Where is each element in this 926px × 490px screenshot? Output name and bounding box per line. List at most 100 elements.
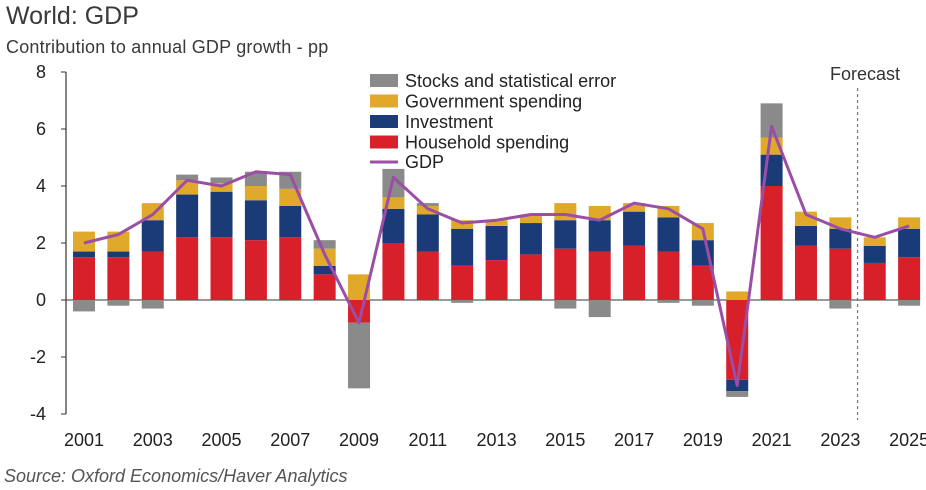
- bar-investment: [279, 205, 302, 238]
- x-tick-label: 2015: [545, 430, 585, 450]
- bar-household-spending: [898, 257, 921, 300]
- x-tick-label: 2023: [820, 430, 860, 450]
- x-tick-label: 2005: [201, 430, 241, 450]
- bar-investment: [107, 251, 130, 258]
- bar-household-spending: [863, 262, 886, 300]
- x-tick-label: 2009: [339, 430, 379, 450]
- bar-household-spending: [416, 251, 439, 300]
- bar-household-spending: [210, 237, 233, 300]
- bar-stocks-and-statistical-error: [107, 300, 130, 306]
- bar-investment: [794, 225, 817, 246]
- bar-government-spending: [863, 237, 886, 246]
- bar-stocks-and-statistical-error: [416, 203, 439, 206]
- legend-label: GDP: [405, 152, 444, 172]
- y-tick-label: -2: [30, 347, 46, 367]
- bar-household-spending: [107, 257, 130, 300]
- bar-stocks-and-statistical-error: [588, 300, 611, 318]
- bar-investment: [451, 228, 474, 266]
- legend-swatch: [370, 135, 398, 149]
- bar-investment: [588, 220, 611, 252]
- x-tick-label: 2017: [614, 430, 654, 450]
- bar-government-spending: [829, 217, 852, 229]
- bar-household-spending: [279, 237, 302, 300]
- bar-government-spending: [898, 217, 921, 229]
- chart-title: World: GDP: [6, 2, 139, 30]
- bar-government-spending: [485, 220, 508, 226]
- bar-investment: [176, 194, 199, 238]
- bar-government-spending: [554, 203, 577, 221]
- bar-stocks-and-statistical-error: [829, 300, 852, 309]
- bar-stocks-and-statistical-error: [554, 300, 577, 309]
- bar-stocks-and-statistical-error: [313, 240, 336, 249]
- bar-government-spending: [623, 203, 646, 212]
- forecast-label: Forecast: [830, 64, 900, 84]
- legend-label: Investment: [405, 112, 493, 132]
- bar-household-spending: [726, 300, 749, 380]
- bar-investment: [244, 200, 267, 241]
- x-tick-label: 2021: [752, 430, 792, 450]
- bar-government-spending: [244, 186, 267, 201]
- bar-stocks-and-statistical-error: [141, 300, 164, 309]
- gdp-line: [83, 124, 910, 387]
- bar-stocks-and-statistical-error: [176, 174, 199, 181]
- bar-household-spending: [829, 248, 852, 300]
- y-tick-label: 8: [36, 62, 46, 82]
- bar-investment: [519, 223, 542, 255]
- bar-investment: [73, 251, 95, 258]
- bar-investment: [863, 245, 886, 263]
- bar-investment: [210, 191, 233, 238]
- gdp-line-group: [83, 124, 910, 387]
- bar-stocks-and-statistical-error: [760, 103, 783, 138]
- bar-household-spending: [451, 265, 474, 300]
- chart-subtitle: Contribution to annual GDP growth - pp: [6, 37, 329, 57]
- bar-household-spending: [760, 186, 783, 300]
- bar-household-spending: [176, 237, 199, 300]
- bar-household-spending: [657, 251, 680, 300]
- legend-label: Stocks and statistical error: [405, 71, 616, 91]
- legend-swatch: [370, 94, 398, 108]
- bar-household-spending: [73, 257, 95, 300]
- legend-swatch: [370, 115, 398, 128]
- bar-investment: [416, 214, 439, 252]
- bar-investment: [623, 211, 646, 246]
- bar-stocks-and-statistical-error: [451, 300, 474, 303]
- bar-household-spending: [519, 254, 542, 300]
- bar-government-spending: [726, 291, 749, 300]
- gdp-chart: -4 -2 0 2 4 6 8 2001 2003 2005 2007 2009 2011 2013 201…: [30, 62, 926, 450]
- x-tick-label: 2001: [64, 430, 104, 450]
- bar-household-spending: [623, 245, 646, 300]
- bar-investment: [485, 225, 508, 261]
- bar-government-spending: [382, 197, 405, 209]
- bar-investment: [554, 220, 577, 249]
- x-tick-label: 2007: [270, 430, 310, 450]
- bar-stocks-and-statistical-error: [898, 300, 921, 306]
- bar-household-spending: [382, 243, 405, 300]
- bar-stocks-and-statistical-error: [691, 300, 714, 306]
- bar-household-spending: [313, 274, 336, 300]
- bar-stocks-and-statistical-error: [73, 300, 95, 312]
- x-tick-label: 2025: [889, 430, 926, 450]
- legend-label: Government spending: [405, 92, 582, 112]
- y-tick-label: 2: [36, 233, 46, 253]
- x-tick-label: 2003: [133, 430, 173, 450]
- source-note: Source: Oxford Economics/Haver Analytics: [4, 466, 348, 486]
- forecast-marker: Forecast: [830, 64, 900, 420]
- bar-government-spending: [519, 214, 542, 224]
- y-tick-label: 4: [36, 176, 46, 196]
- bar-government-spending: [657, 205, 680, 218]
- bar-stocks-and-statistical-error: [210, 177, 233, 184]
- bar-stocks-and-statistical-error: [726, 391, 749, 397]
- bar-stocks-and-statistical-error: [657, 300, 680, 303]
- bar-government-spending: [279, 188, 302, 206]
- legend-label: Household spending: [405, 133, 569, 153]
- bar-investment: [829, 228, 852, 249]
- bar-investment: [898, 228, 921, 258]
- legend-swatch: [370, 74, 398, 87]
- bar-household-spending: [485, 260, 508, 300]
- bar-investment: [141, 220, 164, 252]
- y-tick-label: 0: [36, 290, 46, 310]
- bar-investment: [382, 208, 405, 243]
- bar-household-spending: [141, 251, 164, 300]
- x-tick-label: 2011: [408, 430, 447, 450]
